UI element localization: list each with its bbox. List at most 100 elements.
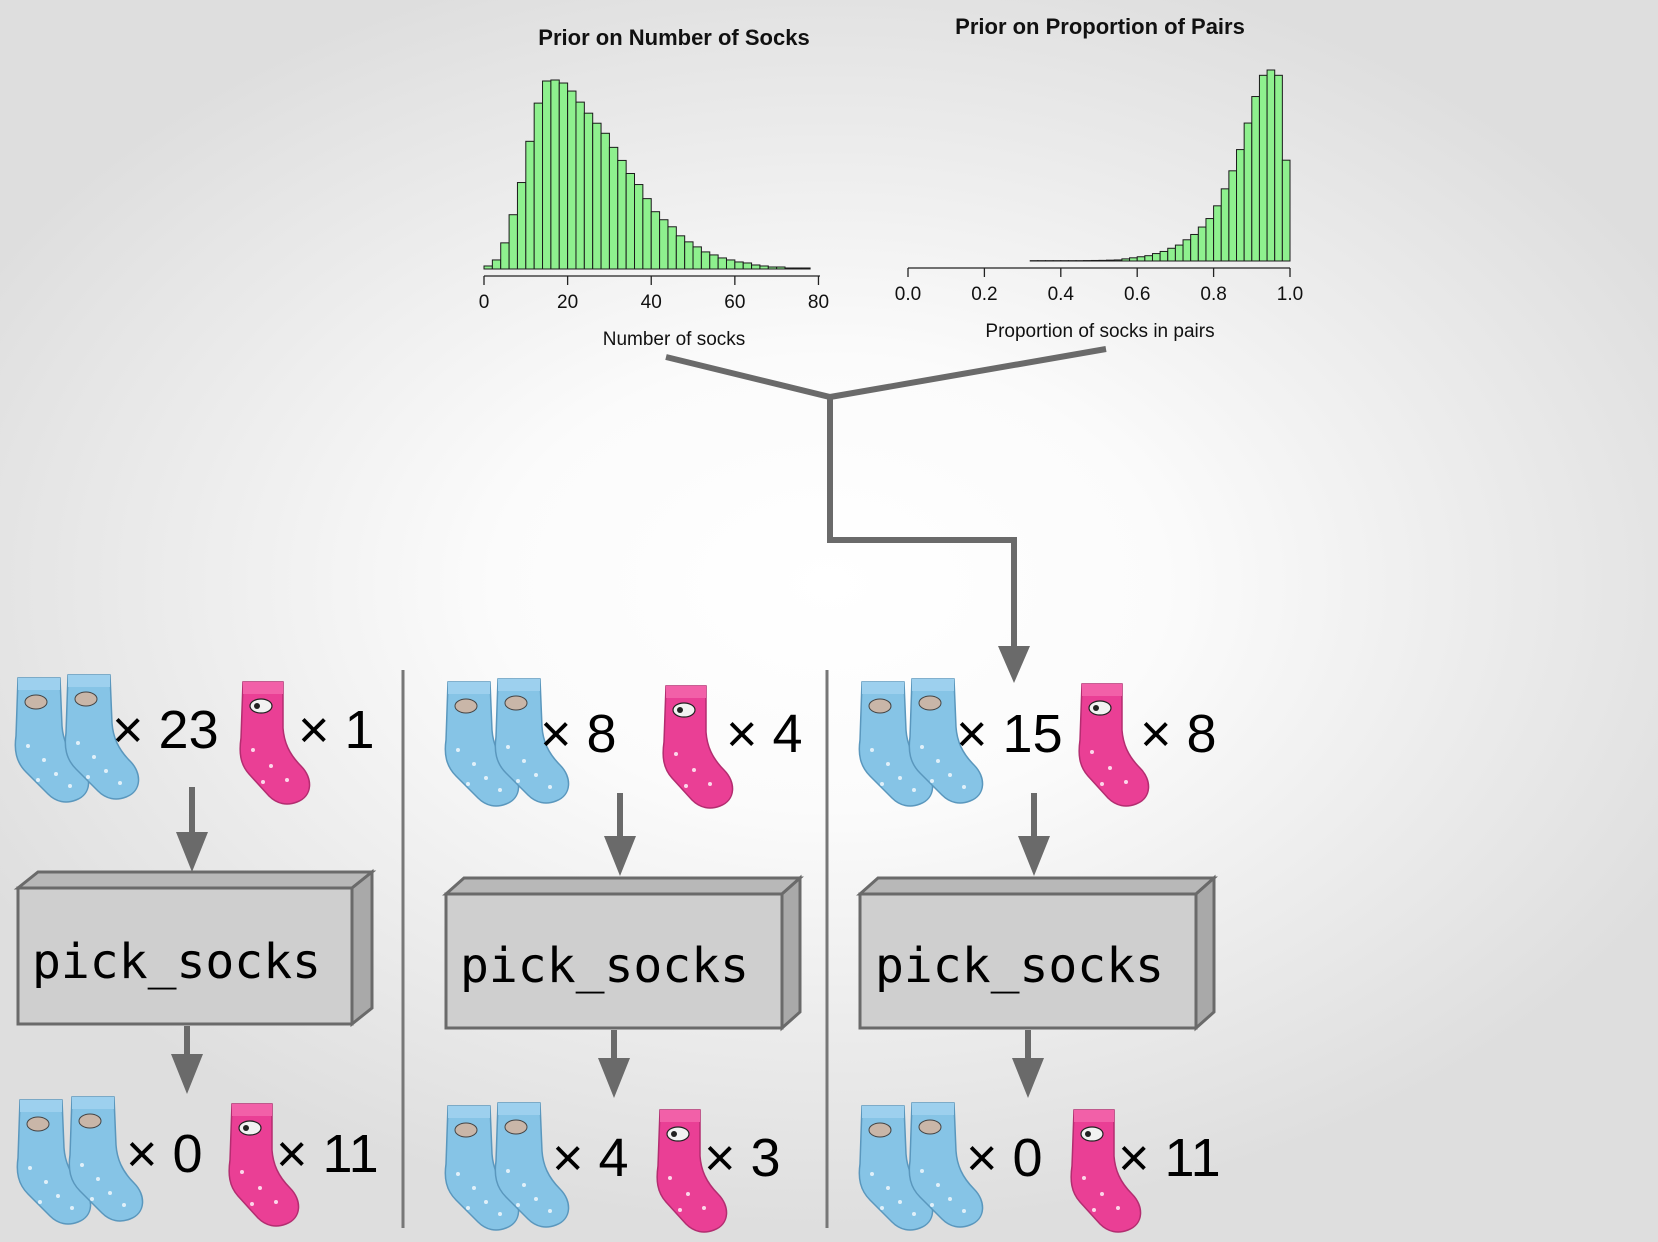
number-hist-tick-label: 20 [557, 292, 578, 313]
proportion-hist-tick-label: 0.6 [1124, 284, 1150, 305]
proportion-hist-bar [1190, 233, 1199, 262]
pick-socks-label: pick_socks [32, 934, 321, 990]
number-hist-bar [742, 262, 753, 270]
proportion-hist-tick-label: 0.8 [1200, 284, 1226, 305]
number-hist-bar [608, 146, 619, 270]
input-pairs-count: × 8 [540, 704, 617, 764]
output-socks-3: × 0 × 11 [858, 1102, 1221, 1233]
proportion-hist-bar [1236, 149, 1245, 262]
number-hist-tick-label: 60 [724, 292, 745, 313]
proportion-hist-bar [1213, 205, 1222, 262]
input-pairs-count: × 23 [112, 700, 219, 760]
number-hist-bar [700, 251, 711, 270]
proportion-hist-bar [1228, 170, 1238, 262]
output-singles-count: × 3 [704, 1128, 781, 1188]
proportion-hist-tick-label: 0.4 [1048, 284, 1075, 305]
number-hist-bar [483, 265, 493, 270]
proportion-hist-bar [1098, 259, 1108, 262]
simulation-column-3: × 15 × 8 pick_socks × 0 × 11 [856, 678, 1221, 1233]
proportion-hist-bar [1258, 74, 1268, 262]
histogram-proportion-of-pairs: Prior on Proportion of Pairs 0.0 0.2 0.4 0.… [895, 14, 1303, 342]
histogram-title-proportion: Prior on Proportion of Pairs [955, 14, 1245, 39]
number-hist-bar [558, 82, 569, 270]
number-hist-bar [650, 211, 661, 270]
input-singles-count: × 1 [298, 700, 375, 760]
output-singles-count: × 11 [276, 1124, 379, 1184]
proportion-hist-bar [1151, 253, 1161, 262]
number-hist-bar [525, 140, 535, 270]
output-pairs-count: × 0 [966, 1128, 1043, 1188]
proportion-hist-bar [1090, 259, 1100, 262]
input-singles-count: × 4 [726, 704, 803, 764]
output-singles-count: × 11 [1118, 1128, 1221, 1188]
number-hist-bar [592, 122, 602, 270]
number-hist-tick-label: 80 [808, 292, 829, 313]
simulation-column-2: × 8 × 4 pick_socks × 4 × 3 [442, 678, 804, 1233]
number-hist-tick-label: 40 [641, 292, 662, 313]
histogram-number-of-socks: Prior on Number of Socks 0 20 40 60 80 Numbe… [479, 25, 829, 350]
number-hist-bar [508, 214, 518, 270]
proportion-hist-bar [1243, 122, 1253, 262]
output-socks-1: × 0 × 11 [16, 1096, 379, 1227]
proportion-hist-tick-label: 0.2 [971, 284, 997, 305]
input-socks-3: × 15 × 8 [858, 678, 1217, 807]
pink-sock-icon [662, 685, 734, 809]
number-hist-bar [642, 198, 652, 270]
number-hist-bar [801, 267, 811, 270]
number-hist-bar [692, 246, 702, 270]
number-hist-bar [717, 257, 727, 270]
number-hist-bar [667, 226, 677, 270]
number-hist-bar [725, 259, 736, 270]
number-hist-bar [709, 254, 719, 270]
number-hist-bar [659, 219, 669, 270]
number-hist-bar [550, 79, 560, 270]
number-hist-bar [759, 265, 769, 270]
pick-socks-box-3: pick_socks [856, 874, 1218, 1032]
number-hist-bar [533, 102, 544, 270]
proportion-hist-bar [1121, 258, 1131, 262]
x-axis-label-proportion: Proportion of socks in pairs [985, 321, 1214, 342]
number-hist-bar [542, 80, 552, 270]
input-singles-count: × 8 [1140, 704, 1217, 764]
output-pairs-count: × 0 [126, 1124, 203, 1184]
proportion-hist-bar [1113, 259, 1123, 262]
proportion-hist-bar [1197, 226, 1207, 262]
number-hist-bar [575, 101, 585, 270]
output-pairs-count: × 4 [552, 1128, 629, 1188]
proportion-hist-bar [1159, 250, 1169, 262]
number-hist-bar [792, 267, 803, 270]
proportion-hist-bar [1144, 255, 1153, 262]
number-hist-tick-label: 0 [479, 292, 490, 313]
histogram-title-number: Prior on Number of Socks [538, 25, 809, 50]
pick-socks-box-1: pick_socks [13, 868, 377, 1028]
pink-sock-icon [1078, 683, 1150, 807]
proportion-hist-bar [1129, 257, 1138, 262]
input-socks-1: × 23 × 1 [14, 674, 375, 805]
number-hist-bar [600, 132, 610, 270]
proportion-hist-tick-label: 1.0 [1277, 284, 1303, 305]
number-hist-bar [500, 242, 510, 270]
proportion-hist-bar [1174, 244, 1184, 262]
number-hist-bar [751, 264, 761, 270]
number-hist-bar [734, 261, 744, 270]
proportion-hist-bar [1205, 218, 1215, 262]
number-hist-bar [634, 184, 644, 270]
simulation-column-1: × 23 × 1 pick_socks × 0 × 11 [13, 674, 379, 1227]
pick-socks-label: pick_socks [460, 938, 749, 994]
proportion-hist-bar [1182, 239, 1192, 262]
number-hist-bar [567, 90, 577, 270]
proportion-hist-bar [1136, 256, 1146, 262]
number-hist-bar [767, 266, 778, 270]
number-hist-bar [625, 172, 636, 270]
output-socks-2: × 4 × 3 [444, 1102, 781, 1233]
pick-socks-box-2: pick_socks [442, 874, 804, 1032]
x-axis-label-number: Number of socks [603, 329, 746, 350]
prior-flow-arrow [665, 346, 1107, 683]
proportion-hist-bar [1167, 247, 1176, 262]
proportion-hist-bar [1266, 69, 1276, 262]
input-socks-2: × 8 × 4 [444, 678, 803, 809]
number-hist-bar [776, 266, 786, 270]
number-hist-bar [784, 267, 794, 270]
input-pairs-count: × 15 [956, 704, 1063, 764]
pick-socks-label: pick_socks [875, 938, 1164, 994]
